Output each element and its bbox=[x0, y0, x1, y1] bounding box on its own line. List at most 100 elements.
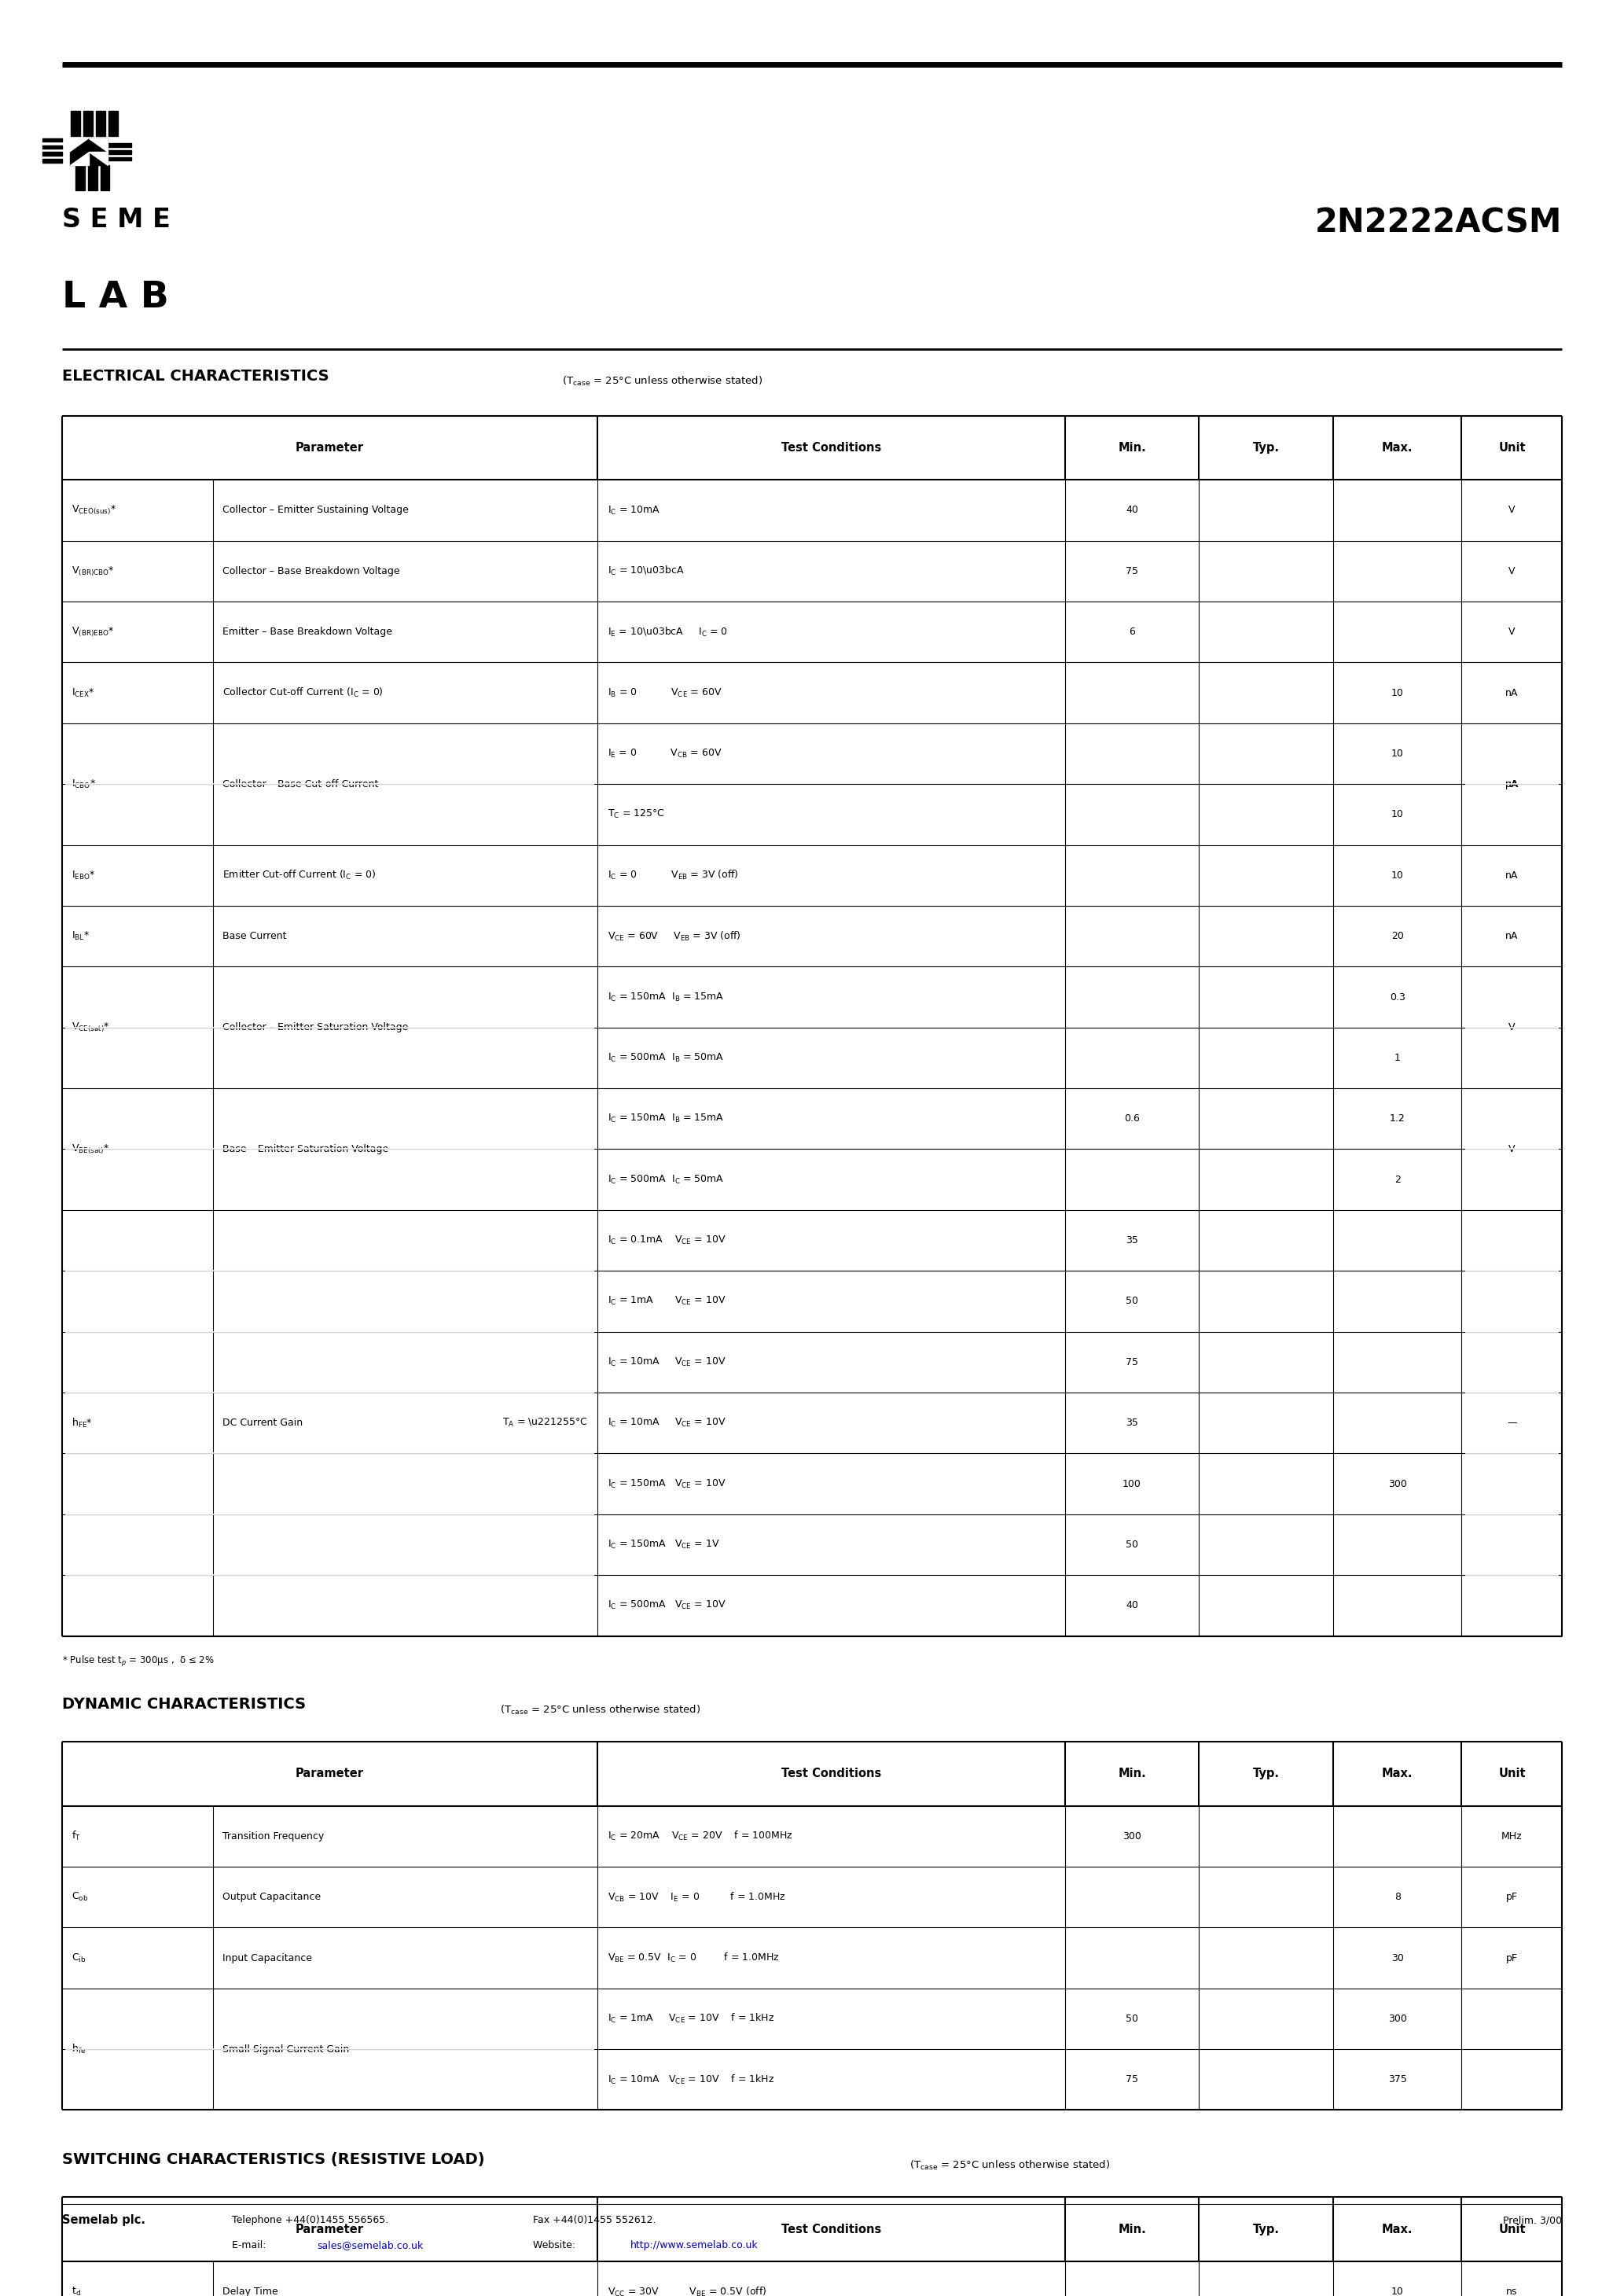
Text: Telephone +44(0)1455 556565.: Telephone +44(0)1455 556565. bbox=[232, 2216, 388, 2225]
Polygon shape bbox=[89, 138, 107, 152]
Text: —: — bbox=[1507, 1419, 1517, 1428]
Text: (T$_{\rm case}$ = 25°C unless otherwise stated): (T$_{\rm case}$ = 25°C unless otherwise … bbox=[562, 374, 763, 388]
Text: Emitter Cut-off Current ($\mathregular{I_C}$ = 0): Emitter Cut-off Current ($\mathregular{I… bbox=[222, 868, 377, 882]
Bar bbox=[42, 138, 62, 142]
Text: Max.: Max. bbox=[1382, 1768, 1413, 1779]
Text: $\mathregular{I_C}$ = 150mA   $\mathregular{V_{CE}}$ = 10V: $\mathregular{I_C}$ = 150mA $\mathregula… bbox=[607, 1479, 726, 1490]
Text: Semelab plc.: Semelab plc. bbox=[62, 2213, 145, 2227]
Text: $\mathregular{V_{(BR)CBO}}$*: $\mathregular{V_{(BR)CBO}}$* bbox=[71, 565, 115, 579]
Text: Test Conditions: Test Conditions bbox=[781, 1768, 882, 1779]
Text: ELECTRICAL CHARACTERISTICS: ELECTRICAL CHARACTERISTICS bbox=[62, 367, 328, 383]
Text: $\mathregular{h_{fe}}$: $\mathregular{h_{fe}}$ bbox=[71, 2043, 86, 2055]
Text: http://www.semelab.co.uk: http://www.semelab.co.uk bbox=[630, 2241, 758, 2250]
Text: $\mathregular{I_{CEX}}$*: $\mathregular{I_{CEX}}$* bbox=[71, 687, 94, 698]
Text: (T$_{\rm case}$ = 25°C unless otherwise stated): (T$_{\rm case}$ = 25°C unless otherwise … bbox=[500, 1704, 702, 1717]
Text: Max.: Max. bbox=[1382, 441, 1413, 455]
Bar bbox=[42, 158, 62, 163]
Text: Delay Time: Delay Time bbox=[222, 2287, 278, 2296]
Text: 1.2: 1.2 bbox=[1390, 1114, 1405, 1123]
Polygon shape bbox=[89, 152, 107, 165]
Text: pF: pF bbox=[1505, 1954, 1518, 1963]
Bar bbox=[109, 110, 119, 135]
Text: V: V bbox=[1509, 627, 1515, 636]
Text: 35: 35 bbox=[1125, 1419, 1138, 1428]
Text: $\mathregular{I_{BL}}$*: $\mathregular{I_{BL}}$* bbox=[71, 930, 89, 941]
Text: 10: 10 bbox=[1392, 689, 1403, 698]
Text: Prelim. 3/00: Prelim. 3/00 bbox=[1504, 2216, 1562, 2225]
Text: V: V bbox=[1509, 1143, 1515, 1155]
Text: Min.: Min. bbox=[1117, 441, 1147, 455]
Text: 75: 75 bbox=[1125, 1357, 1138, 1366]
Text: 10: 10 bbox=[1392, 2287, 1403, 2296]
Text: Test Conditions: Test Conditions bbox=[781, 441, 882, 455]
Text: Parameter: Parameter bbox=[296, 441, 364, 455]
Bar bbox=[107, 142, 132, 147]
Text: 40: 40 bbox=[1125, 1600, 1138, 1609]
Text: Test Conditions: Test Conditions bbox=[781, 2223, 882, 2236]
Text: Collector – Base Cut-off Current: Collector – Base Cut-off Current bbox=[222, 778, 378, 790]
Polygon shape bbox=[70, 152, 89, 165]
Text: Parameter: Parameter bbox=[296, 1768, 364, 1779]
Text: $\mathregular{I_C}$ = 500mA  $\mathregular{I_C}$ = 50mA: $\mathregular{I_C}$ = 500mA $\mathregula… bbox=[607, 1173, 724, 1185]
Text: 50: 50 bbox=[1125, 2014, 1138, 2023]
Text: 8: 8 bbox=[1395, 1892, 1400, 1901]
Bar bbox=[83, 110, 93, 135]
Text: 40: 40 bbox=[1125, 505, 1138, 514]
Text: Website:: Website: bbox=[533, 2241, 578, 2250]
Bar bbox=[42, 145, 62, 149]
Text: $\mathregular{C_{ob}}$: $\mathregular{C_{ob}}$ bbox=[71, 1892, 88, 1903]
Bar bbox=[88, 165, 97, 191]
Text: 10: 10 bbox=[1392, 810, 1403, 820]
Text: 50: 50 bbox=[1125, 1297, 1138, 1306]
Bar bbox=[107, 156, 132, 161]
Text: $\mathregular{I_C}$ = 0.1mA    $\mathregular{V_{CE}}$ = 10V: $\mathregular{I_C}$ = 0.1mA $\mathregula… bbox=[607, 1235, 726, 1247]
Text: Collector Cut-off Current ($\mathregular{I_C}$ = 0): Collector Cut-off Current ($\mathregular… bbox=[222, 687, 383, 700]
Text: $\mathregular{I_C}$ = 20mA    $\mathregular{V_{CE}}$ = 20V    f = 100MHz: $\mathregular{I_C}$ = 20mA $\mathregular… bbox=[607, 1830, 793, 1844]
Text: sales@semelab.co.uk: sales@semelab.co.uk bbox=[317, 2241, 422, 2250]
Bar bbox=[71, 110, 81, 135]
Text: Fax +44(0)1455 552612.: Fax +44(0)1455 552612. bbox=[533, 2216, 656, 2225]
Text: MHz: MHz bbox=[1502, 1832, 1522, 1841]
Text: $\mathregular{f_T}$: $\mathregular{f_T}$ bbox=[71, 1830, 81, 1844]
Text: 1: 1 bbox=[1395, 1054, 1400, 1063]
Text: DC Current Gain: DC Current Gain bbox=[222, 1419, 302, 1428]
Text: Typ.: Typ. bbox=[1252, 2223, 1280, 2236]
Text: $\mathregular{I_C}$ = 10mA     $\mathregular{V_{CE}}$ = 10V: $\mathregular{I_C}$ = 10mA $\mathregular… bbox=[607, 1357, 726, 1368]
Text: pF: pF bbox=[1505, 1892, 1518, 1901]
Text: $\mathregular{I_E}$ = 10\u03bcA     $\mathregular{I_C}$ = 0: $\mathregular{I_E}$ = 10\u03bcA $\mathre… bbox=[607, 625, 728, 638]
Text: 10: 10 bbox=[1392, 870, 1403, 879]
Text: Collector – Emitter Sustaining Voltage: Collector – Emitter Sustaining Voltage bbox=[222, 505, 409, 514]
Text: nA: nA bbox=[1505, 689, 1518, 698]
Polygon shape bbox=[70, 138, 89, 152]
Text: $\mathregular{V_{BE}}$ = 0.5V  $\mathregular{I_C}$ = 0         f = 1.0MHz: $\mathregular{V_{BE}}$ = 0.5V $\mathregu… bbox=[607, 1952, 780, 1965]
Text: Min.: Min. bbox=[1117, 2223, 1147, 2236]
Text: 6: 6 bbox=[1129, 627, 1135, 636]
Text: Parameter: Parameter bbox=[296, 2223, 364, 2236]
Text: L A B: L A B bbox=[62, 280, 169, 315]
Text: $\mathregular{T_C}$ = 125°C: $\mathregular{T_C}$ = 125°C bbox=[607, 808, 664, 820]
Text: $\mathregular{V_{CC}}$ = 30V          $\mathregular{V_{BE}}$ = 0.5V (off): $\mathregular{V_{CC}}$ = 30V $\mathregul… bbox=[607, 2285, 767, 2296]
Text: $\mathregular{I_B}$ = 0           $\mathregular{V_{CE}}$ = 60V: $\mathregular{I_B}$ = 0 $\mathregular{V_… bbox=[607, 687, 723, 698]
Text: nA: nA bbox=[1505, 870, 1518, 879]
Text: $\mathregular{I_C}$ = 10mA     $\mathregular{V_{CE}}$ = 10V: $\mathregular{I_C}$ = 10mA $\mathregular… bbox=[607, 1417, 726, 1428]
Text: $\mathregular{I_C}$ = 150mA   $\mathregular{V_{CE}}$ = 1V: $\mathregular{I_C}$ = 150mA $\mathregula… bbox=[607, 1538, 719, 1550]
Text: 2: 2 bbox=[1395, 1176, 1400, 1185]
Text: Min.: Min. bbox=[1117, 1768, 1147, 1779]
Bar bbox=[107, 149, 132, 154]
Text: $\mathregular{V_{(BR)EBO}}$*: $\mathregular{V_{(BR)EBO}}$* bbox=[71, 625, 114, 638]
Text: $\mathregular{I_C}$ = 150mA  $\mathregular{I_B}$ = 15mA: $\mathregular{I_C}$ = 150mA $\mathregula… bbox=[607, 992, 723, 1003]
Text: Small Signal Current Gain: Small Signal Current Gain bbox=[222, 2043, 349, 2055]
Text: 300: 300 bbox=[1389, 2014, 1406, 2023]
Text: 0.3: 0.3 bbox=[1390, 992, 1405, 1001]
Bar bbox=[70, 138, 107, 165]
Text: 0.6: 0.6 bbox=[1124, 1114, 1140, 1123]
Text: SWITCHING CHARACTERISTICS (RESISTIVE LOAD): SWITCHING CHARACTERISTICS (RESISTIVE LOA… bbox=[62, 2151, 484, 2167]
Text: 10: 10 bbox=[1392, 748, 1403, 758]
Text: Output Capacitance: Output Capacitance bbox=[222, 1892, 322, 1901]
Text: V: V bbox=[1509, 567, 1515, 576]
Text: Collector – Base Breakdown Voltage: Collector – Base Breakdown Voltage bbox=[222, 567, 400, 576]
Text: $\mathregular{I_C}$ = 10\u03bcA: $\mathregular{I_C}$ = 10\u03bcA bbox=[607, 565, 684, 579]
Text: ns: ns bbox=[1507, 2287, 1517, 2296]
Text: $\mathregular{I_C}$ = 500mA   $\mathregular{V_{CE}}$ = 10V: $\mathregular{I_C}$ = 500mA $\mathregula… bbox=[607, 1600, 726, 1612]
Bar bbox=[96, 110, 106, 135]
